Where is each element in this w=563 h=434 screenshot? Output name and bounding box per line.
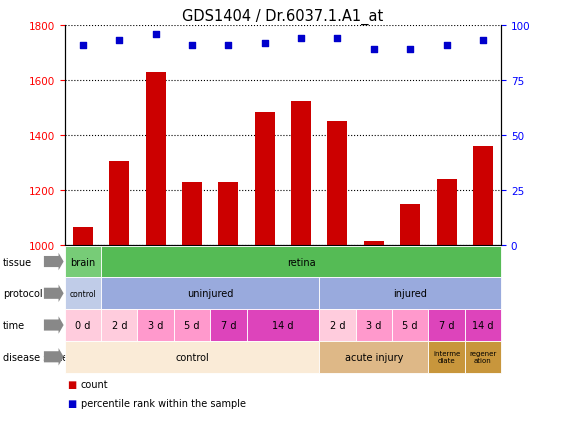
Bar [291,102,311,245]
Bar [400,204,420,245]
Text: acute injury: acute injury [345,352,403,362]
Point [115,38,124,45]
Text: protocol: protocol [3,289,42,299]
Text: brain: brain [70,257,96,267]
Text: tissue: tissue [3,257,32,267]
Point [333,36,342,43]
Bar [182,182,202,245]
Text: ■: ■ [68,398,77,408]
Point [369,47,378,54]
Text: interme
diate: interme diate [433,351,460,363]
Bar [109,161,129,245]
Text: regener
ation: regener ation [470,351,497,363]
Text: retina: retina [287,257,315,267]
Text: ■: ■ [68,379,77,388]
Text: 7 d: 7 d [221,320,236,330]
Text: 0 d: 0 d [75,320,91,330]
Text: count: count [81,379,108,388]
Point [151,31,160,38]
Text: 5 d: 5 d [184,320,200,330]
Text: control: control [175,352,209,362]
Bar [73,227,93,245]
Point [406,47,415,54]
Point [479,38,488,45]
Text: injured: injured [393,289,427,299]
Text: 14 d: 14 d [272,320,294,330]
Title: GDS1404 / Dr.6037.1.A1_at: GDS1404 / Dr.6037.1.A1_at [182,9,383,25]
Bar [218,182,238,245]
Point [224,42,233,49]
Bar [436,180,457,245]
Bar [254,112,275,245]
Point [297,36,306,43]
Bar [473,147,493,245]
Point [442,42,451,49]
Text: 2 d: 2 d [330,320,345,330]
Point [187,42,196,49]
Text: uninjured: uninjured [187,289,234,299]
Text: time: time [3,320,25,330]
Point [78,42,87,49]
Text: 3 d: 3 d [148,320,163,330]
Text: 2 d: 2 d [111,320,127,330]
Point [260,40,269,47]
Text: percentile rank within the sample: percentile rank within the sample [81,398,245,408]
Bar [328,122,347,245]
Text: 14 d: 14 d [472,320,494,330]
Bar [146,72,166,245]
Text: disease state: disease state [3,352,68,362]
Text: 5 d: 5 d [403,320,418,330]
Bar [364,241,384,245]
Text: 3 d: 3 d [366,320,382,330]
Text: control: control [70,289,96,298]
Text: 7 d: 7 d [439,320,454,330]
